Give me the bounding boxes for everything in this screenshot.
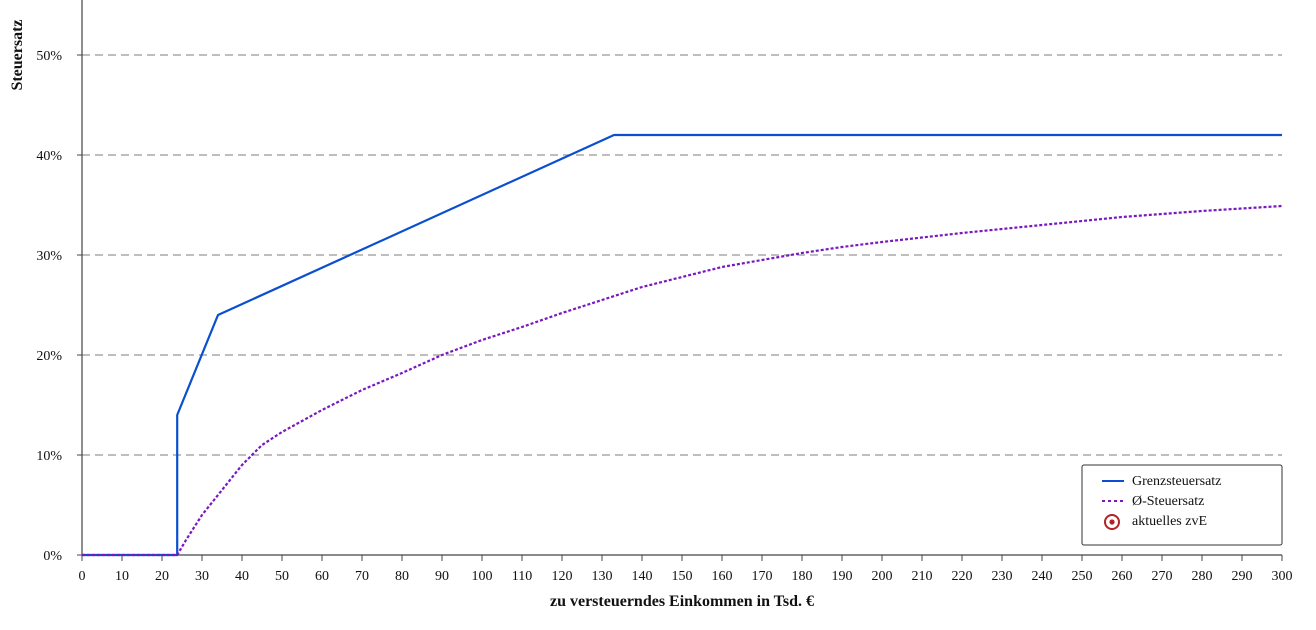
x-tick-label: 50 <box>275 569 289 584</box>
x-tick-label: 220 <box>952 569 973 584</box>
y-tick-label: 30% <box>36 249 62 264</box>
legend-label-durchschnittssteuersatz: Ø-Steuersatz <box>1132 494 1204 509</box>
x-tick-label: 260 <box>1112 569 1133 584</box>
series-line-durchschnittssteuersatz <box>82 204 1283 557</box>
y-axis-title: Steuersatz <box>9 19 26 90</box>
x-tick-label: 180 <box>792 569 813 584</box>
x-tick-label: 40 <box>235 569 249 584</box>
x-axis-ticks: 0 10 20 30 40 50 60 70 80 90 100 110 120 130 140 150 160… <box>79 555 1293 584</box>
x-tick-label: 230 <box>992 569 1013 584</box>
x-tick-label: 100 <box>472 569 493 584</box>
x-tick-label: 130 <box>592 569 613 584</box>
x-tick-label: 190 <box>832 569 853 584</box>
x-tick-label: 110 <box>512 569 532 584</box>
x-tick-label: 240 <box>1032 569 1053 584</box>
x-tick-label: 10 <box>115 569 129 584</box>
y-tick-label: 50% <box>36 49 62 64</box>
x-tick-label: 60 <box>315 569 329 584</box>
x-tick-label: 280 <box>1192 569 1213 584</box>
x-tick-label: 90 <box>435 569 449 584</box>
x-tick-label: 140 <box>632 569 653 584</box>
y-tick-label: 10% <box>36 449 62 464</box>
legend-label-aktuelles-zve: aktuelles zvE <box>1132 514 1207 529</box>
x-tick-label: 200 <box>872 569 893 584</box>
x-tick-label: 70 <box>355 569 369 584</box>
grid <box>82 54 1282 456</box>
series-lines <box>82 133 1283 557</box>
x-tick-label: 150 <box>672 569 693 584</box>
y-tick-label: 40% <box>36 149 62 164</box>
x-tick-label: 210 <box>912 569 933 584</box>
x-tick-label: 270 <box>1152 569 1173 584</box>
x-tick-label: 20 <box>155 569 169 584</box>
x-tick-label: 0 <box>79 569 86 584</box>
x-tick-label: 120 <box>552 569 573 584</box>
legend-box <box>1081 464 1283 546</box>
x-axis-title: zu versteuerndes Einkommen in Tsd. € <box>550 593 814 610</box>
legend-label-grenzsteuersatz: Grenzsteuersatz <box>1132 474 1221 489</box>
x-tick-label: 290 <box>1232 569 1253 584</box>
x-tick-label: 80 <box>395 569 409 584</box>
legend: Grenzsteuersatz Ø-Steuersatz aktuelles z… <box>1081 464 1283 546</box>
target-circle-icon <box>1104 514 1120 530</box>
x-tick-label: 250 <box>1072 569 1093 584</box>
y-tick-label: 20% <box>36 349 62 364</box>
x-tick-label: 300 <box>1272 569 1293 584</box>
y-axis-ticks: 0% 10% 20% 30% 40% 50% <box>36 49 82 564</box>
series-line-grenzsteuersatz <box>82 133 1282 557</box>
y-tick-label: 0% <box>43 549 62 564</box>
x-tick-label: 170 <box>752 569 773 584</box>
x-tick-label: 30 <box>195 569 209 584</box>
x-tick-label: 160 <box>712 569 733 584</box>
